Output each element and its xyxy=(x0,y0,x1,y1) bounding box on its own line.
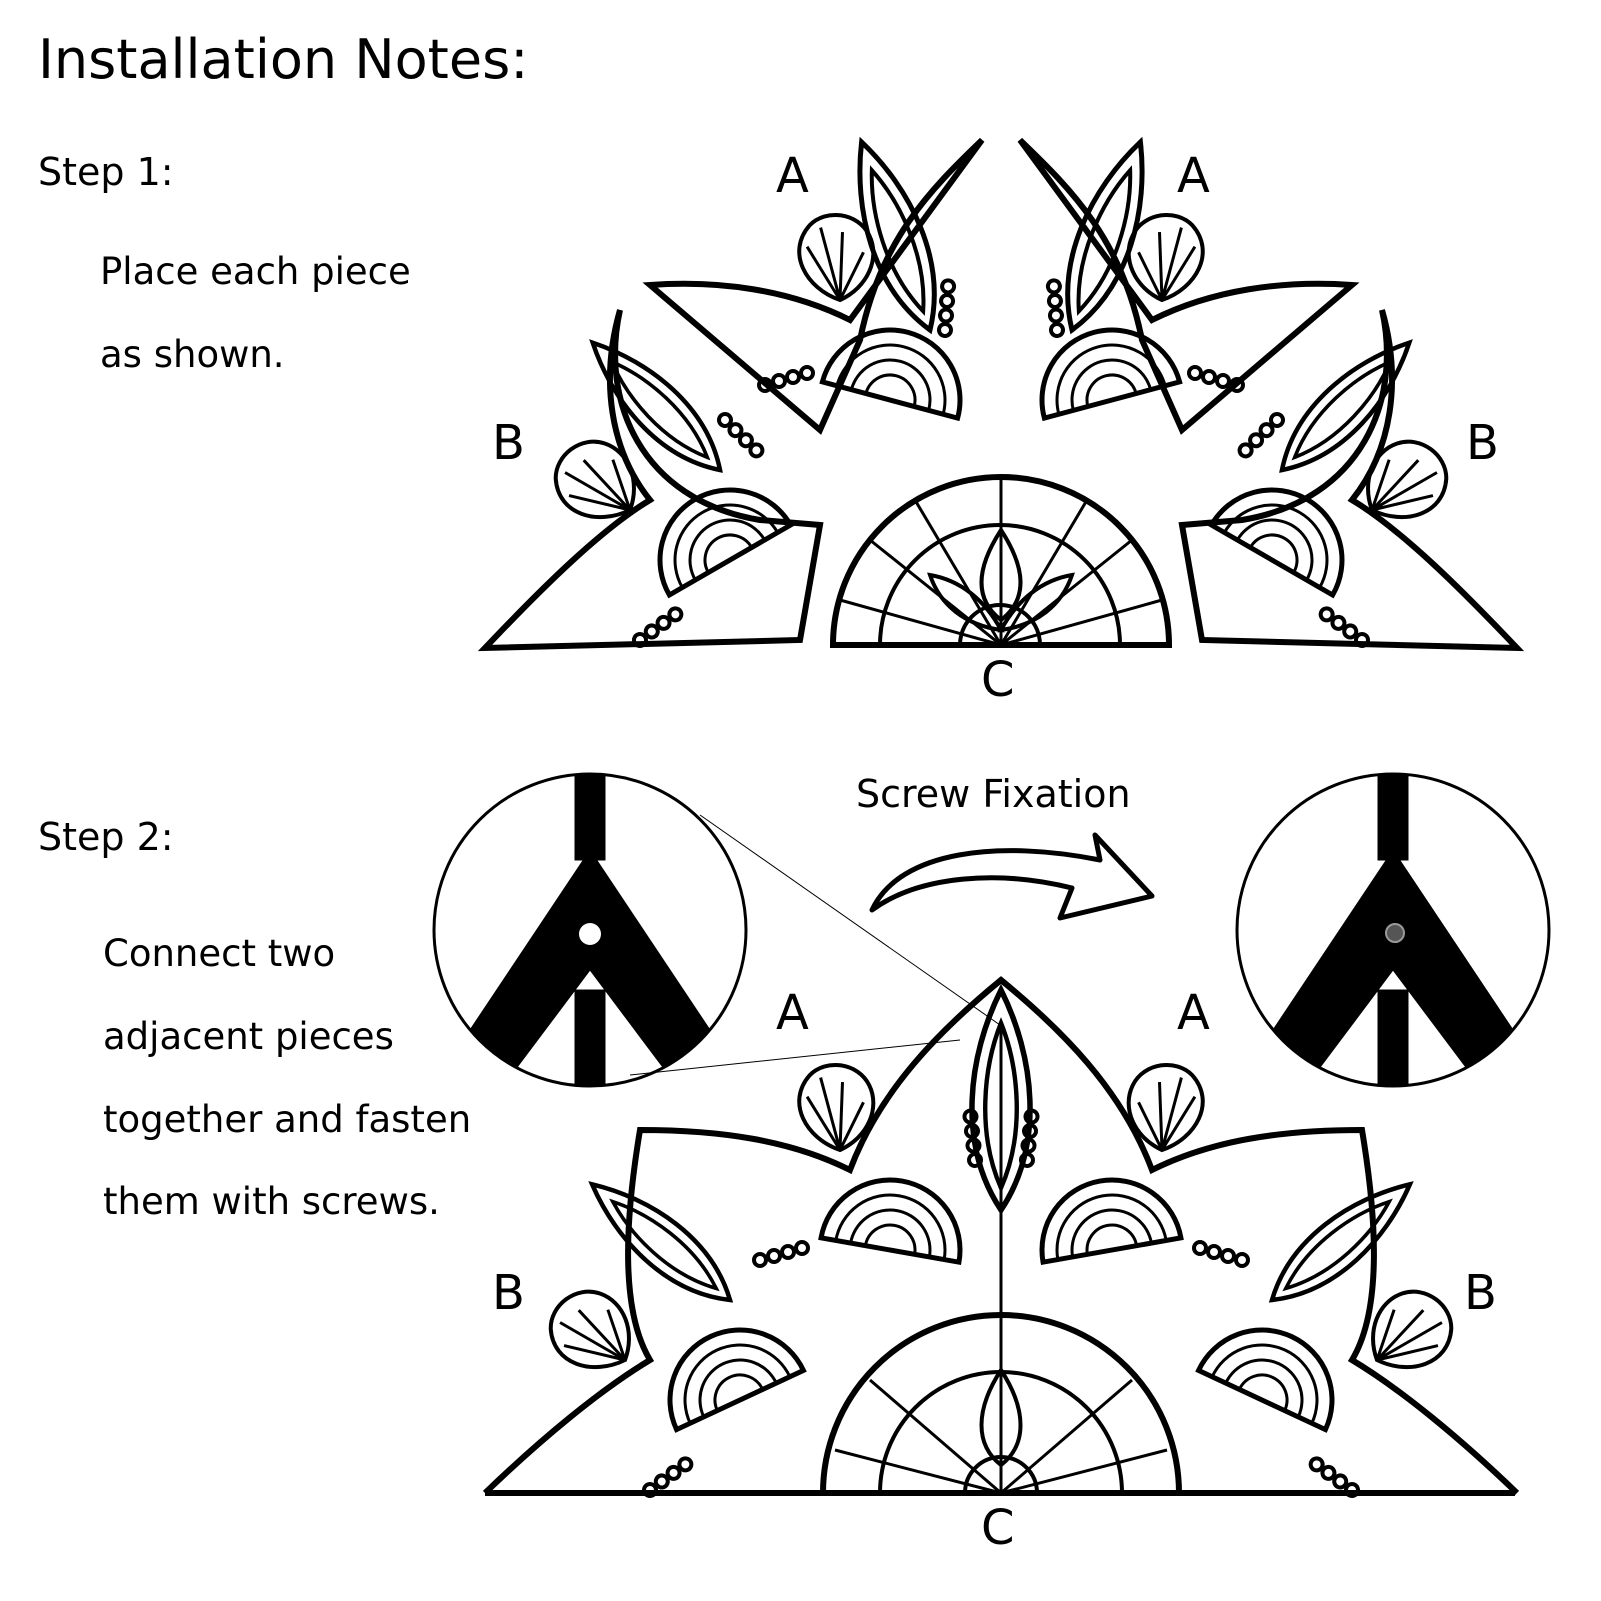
step2-line-1: Connect two xyxy=(103,932,336,975)
step1-label-b-left: B xyxy=(492,415,525,471)
step1-label-a-left: A xyxy=(776,148,809,204)
step2-label-c: C xyxy=(981,1500,1015,1556)
piece-right-ab xyxy=(1017,133,1525,652)
step2-line-4: them with screws. xyxy=(103,1180,440,1223)
step1-label-c: C xyxy=(981,652,1015,708)
step1-label-a-right: A xyxy=(1177,148,1210,204)
step2-label-a-left: A xyxy=(776,985,809,1041)
step1-mandala xyxy=(477,133,1525,652)
piece-left-ab xyxy=(477,133,985,652)
screw-hole-icon xyxy=(579,923,601,945)
step2-label-b-right: B xyxy=(1464,1265,1497,1321)
curved-arrow-icon xyxy=(869,832,1155,921)
step2-mandala xyxy=(482,976,1520,1500)
zoom-before xyxy=(432,772,748,1088)
step1-line-1: Place each piece xyxy=(100,250,411,293)
step2-label-a-right: A xyxy=(1177,985,1210,1041)
screw-icon xyxy=(1385,923,1405,943)
piece-c xyxy=(829,474,1173,648)
step2-label-b-left: B xyxy=(492,1265,525,1321)
zoom-after xyxy=(1235,772,1551,1088)
step2-line-2: adjacent pieces xyxy=(103,1015,394,1058)
step1-line-2: as shown. xyxy=(100,333,285,376)
step2-line-3: together and fasten xyxy=(103,1098,472,1141)
screw-fixation-label: Screw Fixation xyxy=(856,772,1131,816)
page-title: Installation Notes: xyxy=(38,28,529,91)
step2-heading: Step 2: xyxy=(38,815,174,859)
step1-label-b-right: B xyxy=(1466,415,1499,471)
callout-lines xyxy=(629,814,1001,1076)
step1-heading: Step 1: xyxy=(38,150,174,194)
